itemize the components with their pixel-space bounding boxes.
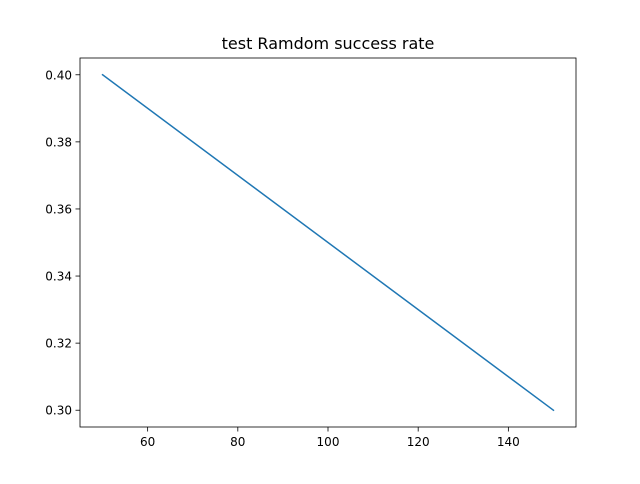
series-line: [101, 73, 555, 412]
x-tick-label: 100: [317, 435, 340, 449]
y-tick-label: 0.32: [45, 337, 72, 351]
x-tick-label: 60: [140, 435, 155, 449]
x-axis: 60 80 100 120 140: [140, 427, 520, 449]
y-tick-label: 0.40: [45, 68, 72, 82]
x-tick-label: 80: [230, 435, 245, 449]
chart-title: test Ramdom success rate: [222, 34, 435, 53]
y-axis: 0.30 0.32 0.34 0.36 0.38 0.40: [45, 68, 80, 418]
y-tick-label: 0.38: [45, 135, 72, 149]
y-tick-label: 0.36: [45, 202, 72, 216]
series-layer: [101, 73, 555, 412]
x-tick-label: 140: [497, 435, 520, 449]
x-tick-label: 120: [407, 435, 430, 449]
y-tick-label: 0.30: [45, 404, 72, 418]
y-tick-label: 0.34: [45, 270, 72, 284]
